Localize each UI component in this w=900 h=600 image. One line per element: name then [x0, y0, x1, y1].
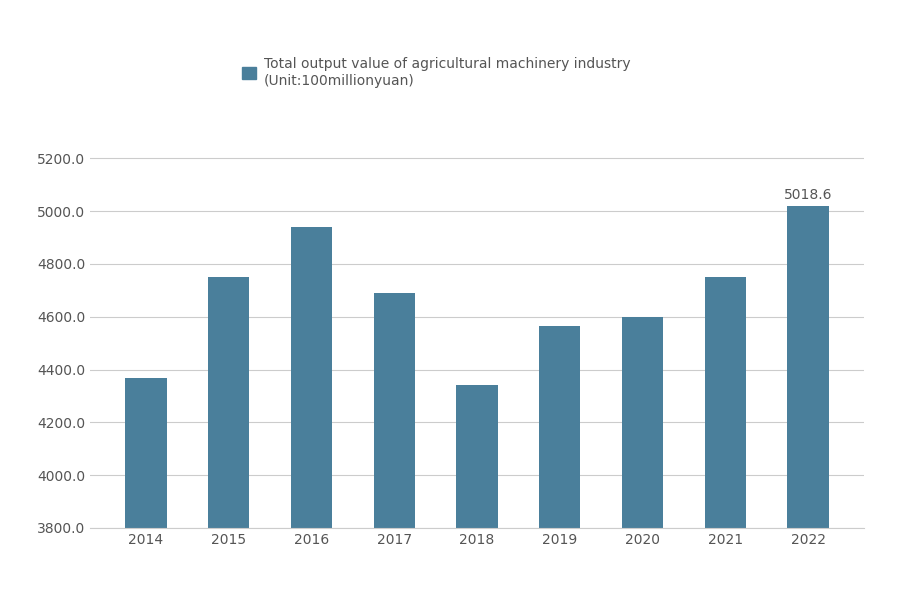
Legend: Total output value of agricultural machinery industry
(Unit:100millionyuan): Total output value of agricultural machi…	[237, 52, 636, 93]
Bar	[125, 377, 166, 528]
Bar	[788, 206, 829, 528]
Bar	[374, 293, 415, 528]
Bar	[208, 277, 249, 528]
Bar	[622, 317, 663, 528]
Bar	[705, 277, 746, 528]
Bar	[291, 227, 332, 528]
Bar	[456, 385, 498, 528]
Bar	[539, 326, 580, 528]
Text: 5018.6: 5018.6	[784, 188, 832, 202]
